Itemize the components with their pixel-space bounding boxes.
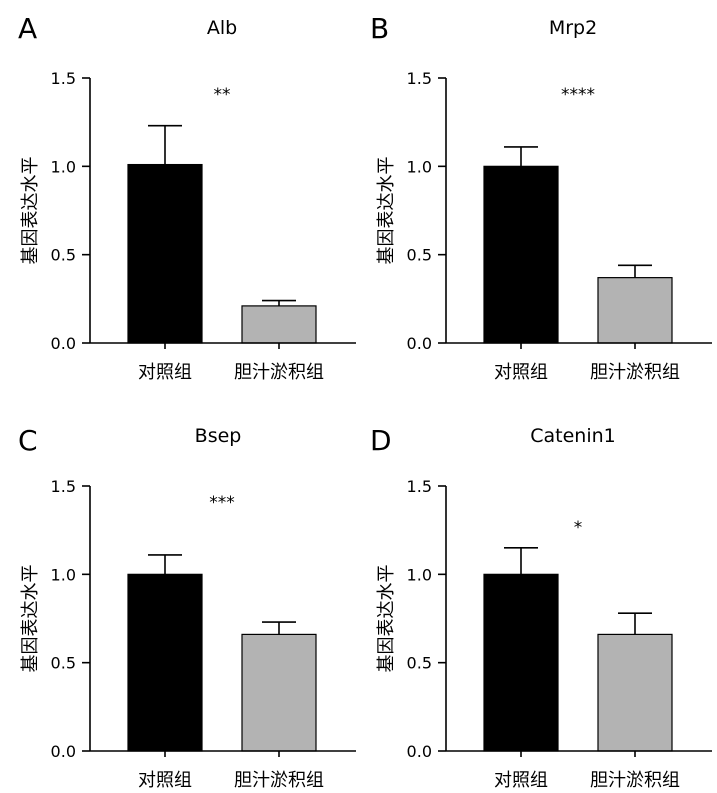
panel-a-y-tick-label: 1.0 — [51, 157, 76, 176]
panel-c-category-label: 胆汁淤积组 — [234, 770, 324, 791]
panel-b-y-tick-label: 1.0 — [407, 157, 432, 176]
panel-a-category-label: 胆汁淤积组 — [234, 362, 324, 383]
panel-b-significance: **** — [561, 85, 595, 105]
panel-d-y-tick-label: 1.5 — [407, 477, 432, 496]
panel-c-y-tick-label: 1.0 — [51, 565, 76, 584]
panel-a-y-axis-label: 基因表达水平 — [20, 157, 41, 265]
panel-d: D Catenin1 0.0 0.5 1.0 1.5 对照组 胆汁淤积组 基因表达水平 * — [370, 424, 712, 791]
panel-a-y-tick-label: 0.5 — [51, 246, 76, 265]
panel-c-y-tick-label: 0.5 — [51, 654, 76, 673]
panel-a-title: Alb — [207, 17, 237, 39]
panel-c-bar-cholestasis — [241, 633, 317, 752]
panel-d-bar-cholestasis — [597, 633, 673, 752]
panel-a-y-tick-label: 1.5 — [51, 69, 76, 88]
panel-a-significance: ** — [214, 85, 231, 105]
panel-c-category-label: 对照组 — [138, 770, 192, 791]
panel-b-y-tick-label: 0.0 — [407, 334, 432, 353]
panel-c-errorbar-control — [148, 554, 182, 575]
panel-c-y-tick-label: 1.5 — [51, 477, 76, 496]
panel-c-significance: *** — [209, 493, 235, 513]
panel-d-y-tick-label: 1.0 — [407, 565, 432, 584]
panel-c-y-axis-label: 基因表达水平 — [20, 565, 41, 673]
panel-b-errorbar-control — [504, 146, 538, 167]
panel-c-bar-control — [127, 573, 203, 752]
panel-d-category-label: 对照组 — [494, 770, 548, 791]
panel-c-errorbar-cholestasis — [262, 621, 296, 635]
panel-a-bar-cholestasis — [241, 305, 317, 344]
panel-b-errorbar-cholestasis — [618, 264, 652, 278]
panel-c: C Bsep 0.0 0.5 1.0 1.5 对照组 胆汁淤积组 基因表达水平 *** — [18, 424, 356, 791]
panel-d-bar-control — [483, 573, 559, 752]
panel-b-letter: B — [370, 12, 389, 45]
panel-b-title: Mrp2 — [549, 17, 597, 39]
panel-b: B Mrp2 0.0 0.5 1.0 1.5 对照组 胆汁淤积组 基因表达水平 **** — [370, 12, 712, 383]
panel-b-category-label: 对照组 — [494, 362, 548, 383]
panel-a-letter: A — [18, 12, 37, 45]
panel-d-errorbar-control — [504, 547, 538, 575]
panel-b-y-axis-label: 基因表达水平 — [376, 157, 397, 265]
panel-b-y-tick-label: 0.5 — [407, 246, 432, 265]
panel-c-title: Bsep — [195, 425, 242, 447]
panel-d-y-tick-label: 0.0 — [407, 742, 432, 761]
panel-b-bar-control — [483, 165, 559, 344]
panel-b-category-label: 胆汁淤积组 — [590, 362, 680, 383]
panel-d-y-axis-label: 基因表达水平 — [376, 565, 397, 673]
panel-a-y-tick-label: 0.0 — [51, 334, 76, 353]
panel-c-letter: C — [18, 424, 38, 457]
panel-d-significance: * — [574, 518, 583, 538]
panel-d-category-label: 胆汁淤积组 — [590, 770, 680, 791]
panel-a: A Alb 0.0 0.5 1.0 1.5 对照组 胆汁淤积组 基因表达水平 ** — [18, 12, 356, 383]
panel-d-letter: D — [370, 424, 392, 457]
panel-d-title: Catenin1 — [530, 425, 616, 447]
panel-b-bar-cholestasis — [597, 277, 673, 344]
panel-d-y-tick-label: 0.5 — [407, 654, 432, 673]
panel-a-category-label: 对照组 — [138, 362, 192, 383]
panel-c-y-tick-label: 0.0 — [51, 742, 76, 761]
panel-d-errorbar-cholestasis — [618, 612, 652, 635]
panel-a-errorbar-control — [148, 124, 182, 165]
panel-a-errorbar-cholestasis — [262, 299, 296, 306]
panel-a-bar-control — [127, 163, 203, 344]
panel-b-y-tick-label: 1.5 — [407, 69, 432, 88]
